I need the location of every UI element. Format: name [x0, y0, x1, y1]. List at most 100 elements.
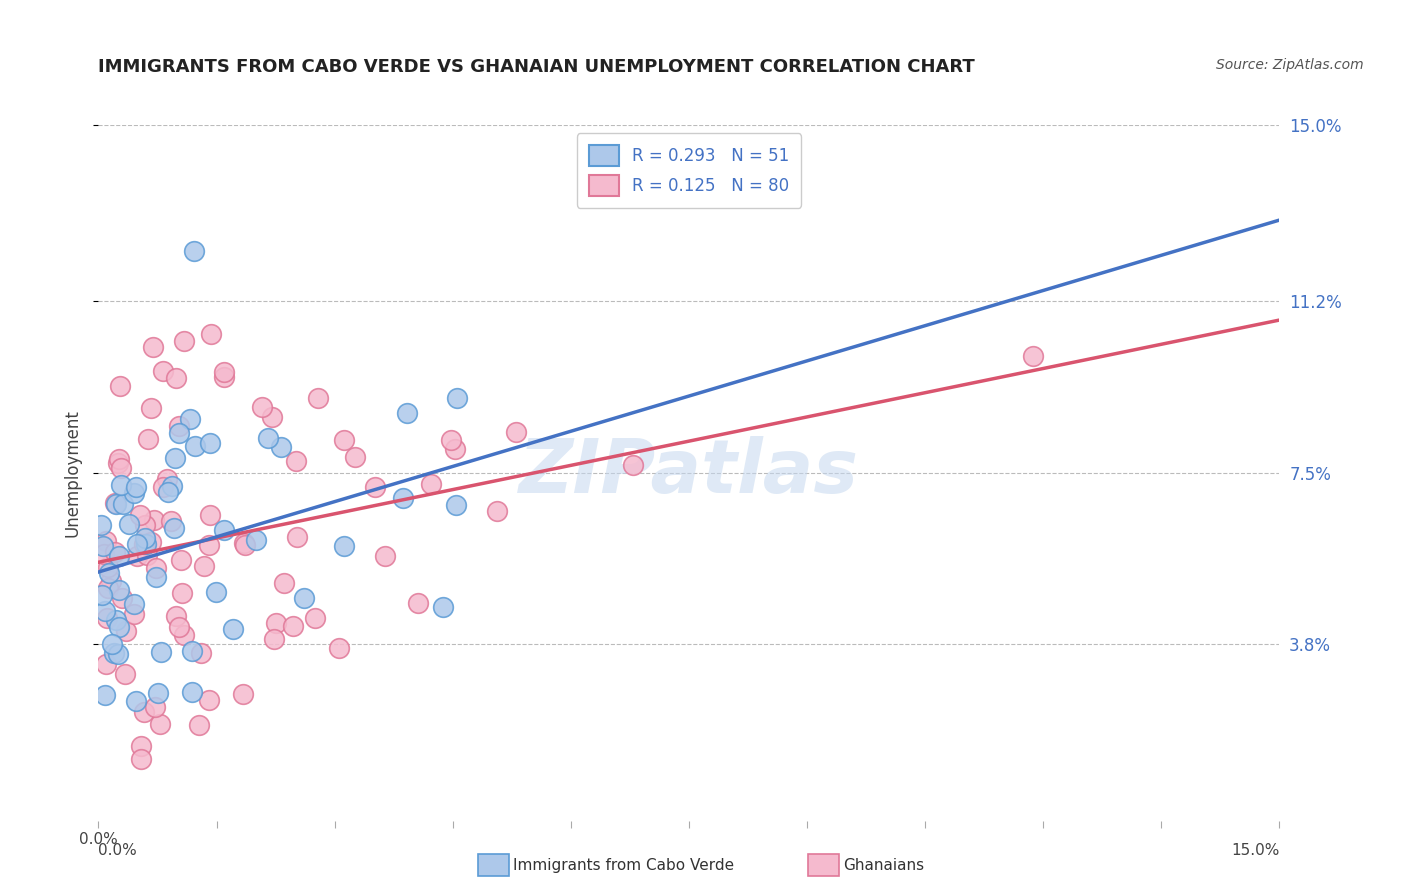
Point — [406, 596, 429, 610]
Point — [124, 480, 146, 494]
Point — [165, 608, 187, 623]
Point — [100, 574, 122, 588]
Point — [285, 530, 308, 544]
Point — [283, 619, 305, 633]
Point — [107, 456, 129, 470]
Point — [446, 392, 468, 406]
Point — [180, 684, 202, 698]
Text: 0.0%: 0.0% — [98, 843, 138, 858]
Point — [160, 514, 183, 528]
Point — [222, 622, 245, 636]
Point — [187, 718, 209, 732]
Point — [163, 451, 186, 466]
Point — [485, 504, 508, 518]
Point — [93, 547, 115, 561]
Point — [110, 461, 132, 475]
Point — [129, 751, 152, 765]
Point — [132, 705, 155, 719]
Point — [214, 523, 236, 537]
Point — [179, 412, 201, 426]
Point — [505, 425, 527, 439]
Point — [94, 534, 117, 549]
Point — [170, 586, 193, 600]
Point — [108, 378, 131, 392]
Point — [162, 521, 184, 535]
Point — [443, 442, 465, 456]
Point — [118, 517, 141, 532]
Point — [263, 632, 285, 646]
Point — [214, 365, 236, 379]
Point — [134, 517, 156, 532]
Point — [104, 496, 127, 510]
Text: ZIPatlas: ZIPatlas — [519, 436, 859, 509]
Text: Ghanaians: Ghanaians — [844, 858, 925, 872]
Point — [97, 559, 120, 574]
Point — [1022, 350, 1045, 364]
Point — [173, 628, 195, 642]
Point — [621, 458, 644, 472]
Point — [145, 560, 167, 574]
Point — [149, 717, 172, 731]
Text: 15.0%: 15.0% — [1232, 843, 1279, 858]
Point — [273, 576, 295, 591]
Point — [198, 693, 221, 707]
Point — [332, 433, 354, 447]
Text: IMMIGRANTS FROM CABO VERDE VS GHANAIAN UNEMPLOYMENT CORRELATION CHART: IMMIGRANTS FROM CABO VERDE VS GHANAIAN U… — [98, 58, 976, 76]
Point — [93, 688, 115, 702]
Point — [173, 334, 195, 349]
Point — [183, 244, 205, 259]
Text: Source: ZipAtlas.com: Source: ZipAtlas.com — [1216, 58, 1364, 72]
Point — [108, 582, 131, 597]
Point — [200, 327, 222, 342]
Point — [141, 401, 163, 415]
Point — [181, 644, 204, 658]
Point — [363, 480, 385, 494]
Point — [122, 486, 145, 500]
Point — [136, 548, 159, 562]
Point — [167, 418, 190, 433]
Point — [143, 513, 166, 527]
Point — [111, 591, 134, 605]
Point — [94, 604, 117, 618]
Point — [100, 637, 122, 651]
Point — [184, 439, 207, 453]
Point — [114, 667, 136, 681]
Point — [328, 640, 350, 655]
Point — [205, 584, 228, 599]
Point — [122, 597, 145, 611]
Point — [169, 425, 191, 440]
Point — [152, 364, 174, 378]
Point — [90, 518, 112, 533]
Point — [104, 497, 127, 511]
Point — [233, 535, 256, 549]
Point — [136, 432, 159, 446]
Point — [142, 340, 165, 354]
Point — [270, 440, 292, 454]
Point — [250, 401, 273, 415]
Point — [193, 559, 215, 574]
Point — [256, 431, 278, 445]
Point — [440, 433, 463, 447]
Point — [198, 508, 221, 523]
Point — [94, 657, 117, 672]
Point — [190, 646, 212, 660]
Point — [374, 549, 396, 563]
Point — [157, 484, 180, 499]
Point — [96, 610, 118, 624]
Point — [169, 620, 191, 634]
Point — [198, 436, 221, 450]
Point — [149, 645, 172, 659]
Point — [145, 570, 167, 584]
Point — [307, 391, 329, 405]
Y-axis label: Unemployment: Unemployment — [63, 409, 82, 537]
Point — [391, 491, 413, 505]
Point — [266, 616, 288, 631]
Legend: R = 0.293   N = 51, R = 0.125   N = 80: R = 0.293 N = 51, R = 0.125 N = 80 — [576, 133, 801, 208]
Point — [110, 477, 132, 491]
Point — [284, 454, 307, 468]
Point — [91, 588, 114, 602]
Point — [103, 545, 125, 559]
Text: Immigrants from Cabo Verde: Immigrants from Cabo Verde — [513, 858, 734, 872]
Point — [134, 531, 156, 545]
Point — [111, 496, 134, 510]
